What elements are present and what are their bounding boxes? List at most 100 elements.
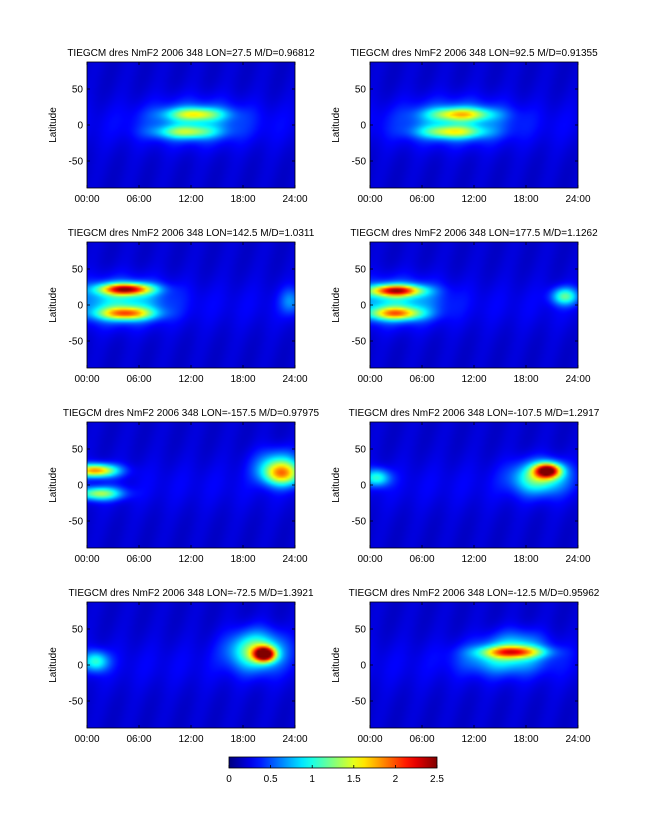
y-tick-label: 50	[72, 265, 84, 276]
chart-title: TIEGCM dres NmF2 2006 348 LON=-72.5 M/D=…	[68, 588, 314, 599]
x-tick-label: 12:00	[461, 734, 486, 745]
x-tick-label: 18:00	[513, 734, 538, 745]
colorbar-tick-label: 1.5	[347, 774, 361, 785]
heatmap-panel-1: TIEGCM dres NmF2 2006 348 LON=27.5 M/D=0…	[48, 48, 315, 205]
x-tick-label: 00:00	[357, 374, 382, 385]
y-tick-label: -50	[352, 697, 367, 708]
y-tick-label: 0	[77, 481, 83, 492]
y-tick-label: -50	[352, 157, 367, 168]
x-tick-label: 18:00	[513, 194, 538, 205]
y-axis-label: Latitude	[331, 467, 342, 503]
x-tick-label: 18:00	[513, 554, 538, 565]
y-axis-label: Latitude	[48, 467, 59, 503]
heatmap-field	[87, 242, 295, 368]
x-tick-label: 06:00	[126, 554, 151, 565]
x-tick-label: 18:00	[230, 194, 255, 205]
heatmap-panel-6: TIEGCM dres NmF2 2006 348 LON=-107.5 M/D…	[331, 408, 600, 565]
y-tick-label: 50	[355, 625, 367, 636]
y-tick-label: 50	[355, 85, 367, 96]
colorbar-tick-label: 2.5	[430, 774, 444, 785]
colorbar-gradient	[228, 756, 438, 769]
y-tick-label: 50	[72, 625, 84, 636]
chart-title: TIEGCM dres NmF2 2006 348 LON=92.5 M/D=0…	[350, 48, 598, 59]
x-tick-label: 12:00	[178, 554, 203, 565]
chart-title: TIEGCM dres NmF2 2006 348 LON=-12.5 M/D=…	[349, 588, 600, 599]
x-tick-label: 00:00	[74, 374, 99, 385]
heatmap-field	[87, 602, 295, 728]
heatmap-field	[87, 422, 295, 548]
heatmap-field	[87, 62, 295, 188]
colorbar: 0 0.5 1 1.5 2 2.5	[226, 756, 444, 785]
heatmap-panel-4: TIEGCM dres NmF2 2006 348 LON=177.5 M/D=…	[331, 228, 598, 385]
x-tick-label: 12:00	[178, 734, 203, 745]
x-tick-label: 00:00	[74, 734, 99, 745]
x-tick-label: 18:00	[513, 374, 538, 385]
y-tick-label: 0	[360, 121, 366, 132]
x-tick-label: 24:00	[565, 374, 590, 385]
x-tick-label: 12:00	[461, 374, 486, 385]
heatmap-panel-5: TIEGCM dres NmF2 2006 348 LON=-157.5 M/D…	[48, 408, 320, 565]
x-tick-label: 24:00	[282, 194, 307, 205]
colorbar-tick-label: 2	[393, 774, 399, 785]
x-tick-label: 24:00	[282, 734, 307, 745]
x-tick-label: 06:00	[409, 554, 434, 565]
x-tick-label: 06:00	[409, 194, 434, 205]
x-tick-label: 12:00	[461, 554, 486, 565]
y-tick-label: 0	[77, 121, 83, 132]
y-axis-label: Latitude	[48, 647, 59, 683]
y-tick-label: -50	[352, 337, 367, 348]
y-axis-label: Latitude	[48, 287, 59, 323]
y-axis-label: Latitude	[331, 647, 342, 683]
y-tick-label: 0	[360, 301, 366, 312]
y-tick-label: -50	[69, 157, 84, 168]
y-tick-label: -50	[69, 697, 84, 708]
y-tick-label: -50	[69, 517, 84, 528]
y-tick-label: 0	[360, 661, 366, 672]
colorbar-tick-label: 1	[309, 774, 315, 785]
chart-title: TIEGCM dres NmF2 2006 348 LON=177.5 M/D=…	[350, 228, 598, 239]
x-tick-label: 24:00	[282, 554, 307, 565]
y-tick-label: -50	[352, 517, 367, 528]
heatmap-panel-7: TIEGCM dres NmF2 2006 348 LON=-72.5 M/D=…	[48, 588, 314, 745]
colorbar-tick-label: 0	[226, 774, 232, 785]
x-tick-label: 06:00	[126, 734, 151, 745]
y-tick-label: 50	[355, 445, 367, 456]
x-tick-label: 06:00	[126, 374, 151, 385]
y-axis-label: Latitude	[331, 107, 342, 143]
x-tick-label: 00:00	[357, 734, 382, 745]
x-tick-label: 00:00	[74, 194, 99, 205]
heatmap-panel-8: TIEGCM dres NmF2 2006 348 LON=-12.5 M/D=…	[331, 588, 600, 745]
y-tick-label: 0	[77, 301, 83, 312]
x-tick-label: 24:00	[282, 374, 307, 385]
heatmap-panel-2: TIEGCM dres NmF2 2006 348 LON=92.5 M/D=0…	[331, 48, 598, 205]
x-tick-label: 00:00	[74, 554, 99, 565]
y-tick-label: 50	[72, 445, 84, 456]
y-axis-label: Latitude	[48, 107, 59, 143]
x-tick-label: 00:00	[357, 194, 382, 205]
y-axis-label: Latitude	[331, 287, 342, 323]
x-tick-label: 00:00	[357, 554, 382, 565]
x-tick-label: 12:00	[178, 374, 203, 385]
x-tick-label: 18:00	[230, 374, 255, 385]
chart-title: TIEGCM dres NmF2 2006 348 LON=27.5 M/D=0…	[67, 48, 315, 59]
chart-title: TIEGCM dres NmF2 2006 348 LON=142.5 M/D=…	[68, 228, 315, 239]
y-tick-label: 50	[355, 265, 367, 276]
x-tick-label: 06:00	[409, 374, 434, 385]
x-tick-label: 06:00	[126, 194, 151, 205]
x-tick-label: 24:00	[565, 554, 590, 565]
chart-title: TIEGCM dres NmF2 2006 348 LON=-107.5 M/D…	[349, 408, 600, 419]
colorbar-tick-label: 0.5	[264, 774, 278, 785]
y-tick-label: 50	[72, 85, 84, 96]
x-tick-label: 18:00	[230, 554, 255, 565]
y-tick-label: 0	[360, 481, 366, 492]
chart-title: TIEGCM dres NmF2 2006 348 LON=-157.5 M/D…	[63, 408, 320, 419]
x-tick-label: 18:00	[230, 734, 255, 745]
x-tick-label: 12:00	[178, 194, 203, 205]
heatmap-field	[370, 242, 578, 368]
heatmap-panel-3: TIEGCM dres NmF2 2006 348 LON=142.5 M/D=…	[48, 228, 315, 385]
heatmap-field	[370, 422, 578, 548]
x-tick-label: 12:00	[461, 194, 486, 205]
x-tick-label: 24:00	[565, 734, 590, 745]
heatmap-field	[370, 62, 578, 188]
